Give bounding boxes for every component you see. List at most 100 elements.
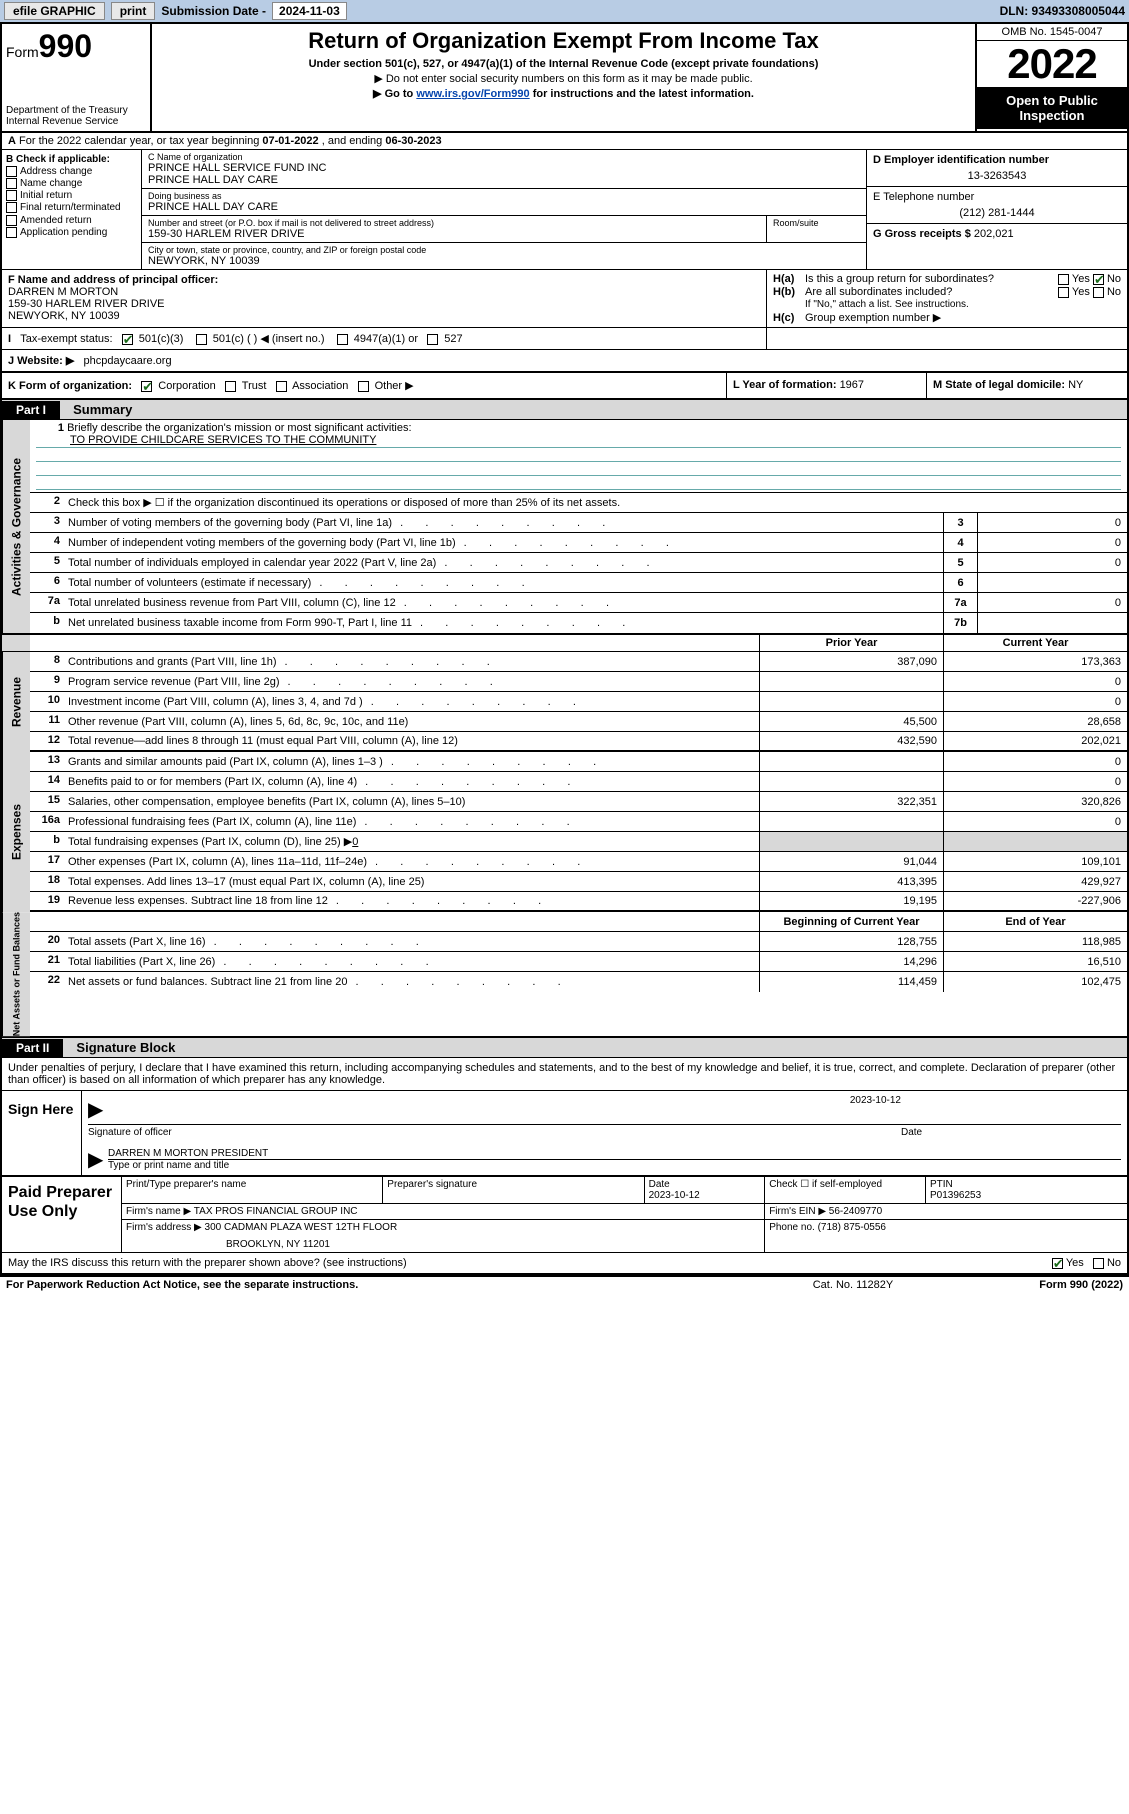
hc-row: H(c) Group exemption number ▶ bbox=[773, 311, 1121, 324]
p-c1: Print/Type preparer's name bbox=[122, 1177, 383, 1203]
form-header: Form990 Department of the Treasury Inter… bbox=[2, 24, 1127, 133]
line-10: 10Investment income (Part VIII, column (… bbox=[30, 692, 1127, 712]
i-501c[interactable] bbox=[196, 334, 207, 345]
line-14: 14Benefits paid to or for members (Part … bbox=[30, 772, 1127, 792]
l1-txt: Briefly describe the organization's miss… bbox=[67, 422, 411, 434]
line-16b: bTotal fundraising expenses (Part IX, co… bbox=[30, 832, 1127, 852]
line-7b: bNet unrelated business taxable income f… bbox=[30, 613, 1127, 633]
line-22: 22Net assets or fund balances. Subtract … bbox=[30, 972, 1127, 992]
chk-initial[interactable]: Initial return bbox=[6, 190, 137, 201]
f-l2: 159-30 HARLEM RIVER DRIVE bbox=[8, 298, 760, 310]
sign-here-label: Sign Here bbox=[2, 1091, 82, 1175]
sig-date-lbl: Date bbox=[901, 1125, 1121, 1138]
line-4: 4Number of independent voting members of… bbox=[30, 533, 1127, 553]
subtitle-1: Under section 501(c), 527, or 4947(a)(1)… bbox=[160, 58, 967, 70]
hb-txt: Are all subordinates included? bbox=[805, 286, 1058, 298]
f-lbl: F Name and address of principal officer: bbox=[8, 274, 760, 286]
block-bcd: B Check if applicable: Address change Na… bbox=[2, 150, 1127, 270]
sign-here-body: ▶ 2023-10-12 Signature of officer Date ▶… bbox=[82, 1091, 1127, 1175]
cat-no: Cat. No. 11282Y bbox=[743, 1279, 963, 1291]
part2-bar: Part II Signature Block bbox=[2, 1038, 1127, 1058]
c-addr-val: 159-30 HARLEM RIVER DRIVE bbox=[148, 228, 760, 240]
c-dba-lbl: Doing business as bbox=[148, 191, 860, 201]
v7b bbox=[977, 613, 1127, 633]
c-addr-row: Number and street (or P.O. box if mail i… bbox=[142, 216, 866, 243]
sig-name: DARREN M MORTON PRESIDENT bbox=[108, 1148, 1121, 1159]
k-assoc[interactable] bbox=[276, 381, 287, 392]
sig-name-lbl: Type or print name and title bbox=[108, 1159, 1121, 1171]
efile-badge: efile GRAPHIC bbox=[4, 2, 105, 20]
vtab-revenue: Revenue bbox=[2, 652, 30, 752]
row-a: A For the 2022 calendar year, or tax yea… bbox=[2, 133, 1127, 150]
subtitle-3: ▶ Go to www.irs.gov/Form990 for instruct… bbox=[160, 87, 967, 100]
discuss-yes[interactable] bbox=[1052, 1258, 1063, 1269]
vtab-expenses: Expenses bbox=[2, 752, 30, 912]
arrow-icon-2: ▶ bbox=[88, 1147, 103, 1172]
irs-link[interactable]: www.irs.gov/Form990 bbox=[416, 88, 529, 100]
k-trust[interactable] bbox=[225, 381, 236, 392]
ha-row: H(a) Is this a group return for subordin… bbox=[773, 273, 1121, 285]
d-lbl: D Employer identification number bbox=[873, 154, 1121, 166]
ha-txt: Is this a group return for subordinates? bbox=[805, 273, 1058, 285]
i-501c3[interactable] bbox=[122, 334, 133, 345]
p-firm: Firm's name ▶ TAX PROS FINANCIAL GROUP I… bbox=[122, 1204, 765, 1219]
chk-amended[interactable]: Amended return bbox=[6, 215, 137, 226]
gov-body: 1 Briefly describe the organization's mi… bbox=[30, 420, 1127, 633]
l-val: 1967 bbox=[840, 379, 864, 391]
k-other[interactable] bbox=[358, 381, 369, 392]
line-13: 13Grants and similar amounts paid (Part … bbox=[30, 752, 1127, 772]
ha-yes[interactable] bbox=[1058, 274, 1069, 285]
i-4947[interactable] bbox=[337, 334, 348, 345]
chk-address[interactable]: Address change bbox=[6, 166, 137, 177]
e-phone: E Telephone number (212) 281-1444 bbox=[867, 187, 1127, 224]
discuss-no[interactable] bbox=[1093, 1258, 1104, 1269]
hb-yes[interactable] bbox=[1058, 287, 1069, 298]
e-val: (212) 281-1444 bbox=[873, 207, 1121, 219]
part2-title: Signature Block bbox=[66, 1038, 185, 1057]
chk-final[interactable]: Final return/terminated bbox=[6, 202, 137, 213]
line-12: 12Total revenue—add lines 8 through 11 (… bbox=[30, 732, 1127, 752]
m-cell: M State of legal domicile: NY bbox=[927, 373, 1127, 398]
print-button[interactable]: print bbox=[111, 2, 156, 20]
arrow-icon: ▶ bbox=[88, 1097, 103, 1122]
k-corp[interactable] bbox=[141, 381, 152, 392]
sign-here-row: Sign Here ▶ 2023-10-12 Signature of offi… bbox=[2, 1091, 1127, 1177]
mission-blank-3 bbox=[36, 476, 1121, 490]
net-body: Beginning of Current YearEnd of Year 20T… bbox=[30, 912, 1127, 1036]
l7a-txt: Total unrelated business revenue from Pa… bbox=[64, 593, 943, 612]
p-c5: PTINP01396253 bbox=[926, 1177, 1127, 1203]
mission-text: TO PROVIDE CHILDCARE SERVICES TO THE COM… bbox=[36, 434, 1121, 448]
part2-hdr: Part II bbox=[2, 1039, 63, 1057]
col-c: C Name of organization PRINCE HALL SERVI… bbox=[142, 150, 867, 269]
vtab-governance: Activities & Governance bbox=[2, 420, 30, 633]
m-val: NY bbox=[1068, 379, 1083, 391]
prior-year-hdr: Prior Year bbox=[759, 635, 943, 651]
paid-r2: Firm's name ▶ TAX PROS FINANCIAL GROUP I… bbox=[122, 1204, 1127, 1220]
chk-name[interactable]: Name change bbox=[6, 178, 137, 189]
year-header: Prior Year Current Year bbox=[2, 633, 1127, 652]
line-9: 9Program service revenue (Part VIII, lin… bbox=[30, 672, 1127, 692]
chk-pending[interactable]: Application pending bbox=[6, 227, 137, 238]
c-dba-val: PRINCE HALL DAY CARE bbox=[148, 201, 860, 213]
i-527[interactable] bbox=[427, 334, 438, 345]
line-2: 2Check this box ▶ ☐ if the organization … bbox=[30, 493, 1127, 513]
row-i: I Tax-exempt status: 501(c)(3) 501(c) ( … bbox=[2, 328, 1127, 350]
v6 bbox=[977, 573, 1127, 592]
l3-txt: Number of voting members of the governin… bbox=[64, 513, 943, 532]
p-ein: Firm's EIN ▶ 56-2409770 bbox=[765, 1204, 1127, 1219]
form-container: Form990 Department of the Treasury Inter… bbox=[0, 22, 1129, 1277]
top-toolbar: efile GRAPHIC print Submission Date - 20… bbox=[0, 0, 1129, 22]
section-governance: Activities & Governance 1 Briefly descri… bbox=[2, 420, 1127, 633]
v3: 0 bbox=[977, 513, 1127, 532]
a-mid: , and ending bbox=[322, 135, 386, 147]
sig-line-1: Signature of officer Date bbox=[88, 1124, 1121, 1138]
form-number: 990 bbox=[39, 28, 92, 64]
c-city-lbl: City or town, state or province, country… bbox=[148, 245, 860, 255]
paperwork-notice: For Paperwork Reduction Act Notice, see … bbox=[6, 1279, 743, 1291]
ha-no[interactable] bbox=[1093, 274, 1104, 285]
d-ein: D Employer identification number 13-3263… bbox=[867, 150, 1127, 187]
a-end: 06-30-2023 bbox=[385, 135, 441, 147]
hb-no[interactable] bbox=[1093, 287, 1104, 298]
d-val: 13-3263543 bbox=[873, 170, 1121, 182]
vtab-net: Net Assets or Fund Balances bbox=[2, 912, 30, 1036]
